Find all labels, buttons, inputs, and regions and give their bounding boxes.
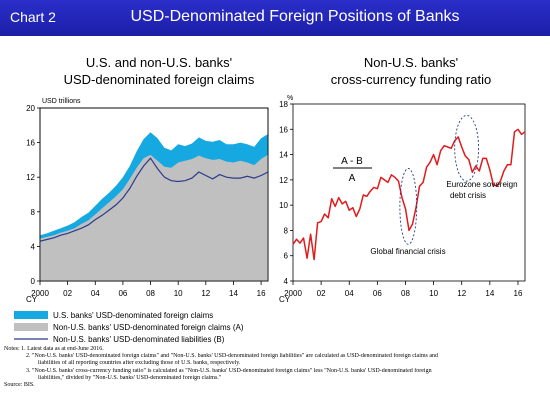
left-chart-title: U.S. and non-U.S. banks' USD-denominated… <box>34 54 284 88</box>
formula-numerator: A - B <box>341 156 363 167</box>
note-3b: liabilities," divided by "Non-U.S. banks… <box>38 374 222 381</box>
right-xtick-label: 10 <box>429 289 438 298</box>
note-3a: 3. "Non-U.S. banks' cross-currency fundi… <box>26 367 432 374</box>
funding-ratio-line <box>292 128 526 261</box>
legend-swatch-2 <box>14 323 48 331</box>
left-chart-title-line1: U.S. and non-U.S. banks' <box>85 55 233 70</box>
right-ytick-label: 14 <box>279 151 288 160</box>
eurozone-annotation-label-line2: debt crisis <box>450 191 486 200</box>
right-chart: 4 6 8 10 12 14 16 18 2000 02 04 06 08 10 12 14 16 CY% A - … <box>279 95 526 304</box>
note-2b: liabilities of all reporting countries a… <box>38 360 241 367</box>
non-us-banks-liabilities-line <box>39 157 269 242</box>
left-plot-border <box>39 107 269 282</box>
left-ytick-label: 20 <box>26 104 35 113</box>
right-ytick-label: 12 <box>279 176 288 185</box>
right-xtick-label: 06 <box>373 289 382 298</box>
note-2a: 2. "Non-U.S. banks' USD-denominated fore… <box>26 353 439 360</box>
right-plot-frame <box>292 103 526 282</box>
notes: Notes: 1. Latest data as at end-June 201… <box>4 346 544 389</box>
left-ytick-label: 16 <box>26 139 35 148</box>
left-chart-title-line2: USD-denominated foreign claims <box>63 72 255 87</box>
right-xtick-label: 14 <box>485 289 494 298</box>
left-xtick-label: 02 <box>63 289 72 298</box>
right-x-axis-label: CY <box>279 295 291 304</box>
right-chart-title-line2: cross-currency funding ratio <box>330 72 492 87</box>
right-ytick-label: 10 <box>279 201 288 210</box>
left-ytick-label: 12 <box>26 173 35 182</box>
chart-header: Chart 2 USD-Denominated Foreign Position… <box>0 0 550 36</box>
right-ytick-label: 8 <box>284 226 289 235</box>
right-xtick-label: 16 <box>514 289 523 298</box>
right-ytick-label: 18 <box>279 100 288 109</box>
left-xtick-label: 04 <box>91 289 100 298</box>
right-ytick-label: 16 <box>279 125 288 134</box>
page-title: USD-Denominated Foreign Positions of Ban… <box>130 8 460 25</box>
right-chart-title: Non-U.S. banks' cross-currency funding r… <box>286 54 536 88</box>
right-xtick-label: 08 <box>401 289 410 298</box>
left-xtick-label: 10 <box>174 289 183 298</box>
legend-label-3: Non-U.S. banks' USD-denominated liabilit… <box>53 335 225 344</box>
left-xtick-label: 06 <box>118 289 127 298</box>
right-xtick-label: 04 <box>345 289 354 298</box>
right-ytick-label: 4 <box>284 277 289 286</box>
left-xtick-label: 12 <box>201 289 210 298</box>
eurozone-annotation-label-line1: Eurozone sovereign <box>446 180 517 189</box>
left-ytick-label: 8 <box>31 208 36 217</box>
left-y-axis-label: USD trillions <box>42 98 81 105</box>
left-xtick-label: 2000 <box>31 289 49 298</box>
right-xtick-label: 2000 <box>284 289 302 298</box>
legend-swatch-1 <box>14 311 48 319</box>
gfc-highlight-ellipse <box>399 168 418 245</box>
gfc-annotation-label: Global financial crisis <box>370 247 445 256</box>
left-ytick-label: 4 <box>31 242 36 251</box>
right-ytick-label: 6 <box>284 252 289 261</box>
formula-denominator: A <box>349 173 356 184</box>
left-xtick-label: 16 <box>257 289 266 298</box>
non-us-banks-claims-area <box>40 154 268 281</box>
left-ytick-label: 0 <box>31 277 36 286</box>
legend-label-2: Non-U.S. banks' USD-denominated foreign … <box>53 323 244 332</box>
right-y-axis-label: % <box>287 95 293 102</box>
right-chart-title-line1: Non-U.S. banks' <box>363 55 459 70</box>
note-1: Notes: 1. Latest data as at end-June 201… <box>4 346 104 352</box>
right-xtick-label: 12 <box>457 289 466 298</box>
chart-number: Chart 2 <box>10 9 56 25</box>
left-xtick-label: 08 <box>146 289 155 298</box>
source-note: Source: BIS. <box>4 382 35 389</box>
eurozone-highlight-ellipse <box>454 114 480 182</box>
left-x-axis-label: CY <box>26 295 38 304</box>
legend-label-1: U.S. banks' USD-denominated foreign clai… <box>53 311 213 320</box>
right-xtick-label: 02 <box>317 289 326 298</box>
left-xtick-label: 14 <box>229 289 238 298</box>
legend: U.S. banks' USD-denominated foreign clai… <box>14 311 244 344</box>
